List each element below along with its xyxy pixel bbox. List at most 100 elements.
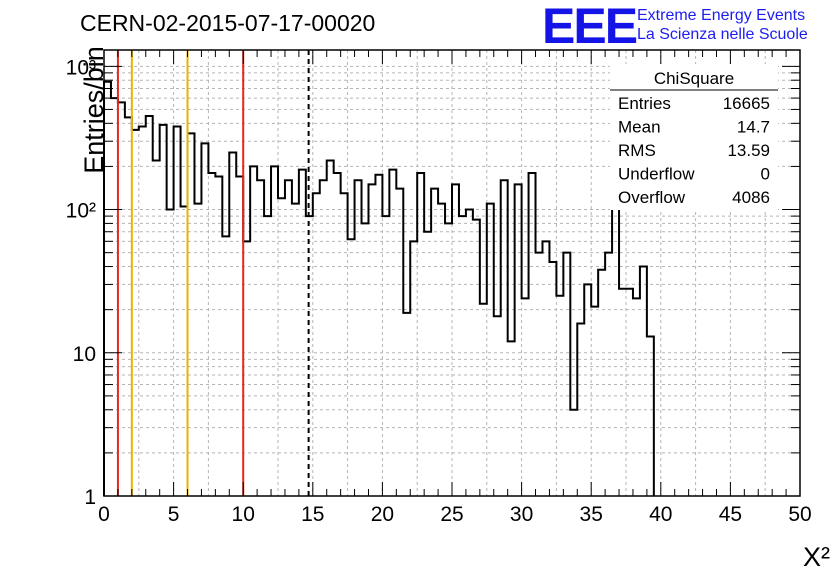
stats-row-value: 4086 xyxy=(732,188,770,207)
histogram-bin xyxy=(563,253,570,496)
histogram-bin xyxy=(222,236,229,496)
histogram-bin xyxy=(278,198,285,496)
histogram-bin xyxy=(570,410,577,496)
histogram-bin xyxy=(473,220,480,496)
stats-row-label: Entries xyxy=(618,94,671,113)
logo-line2: La Scienza nelle Scuole xyxy=(637,26,808,43)
stats-row-label: Underflow xyxy=(618,165,695,184)
histogram-bin xyxy=(515,184,522,496)
histogram-bin xyxy=(633,298,640,496)
stats-row-label: Mean xyxy=(618,118,661,137)
x-axis-label: X² xyxy=(803,542,830,572)
histogram-bin xyxy=(501,180,508,496)
histogram-bin xyxy=(396,189,403,496)
histogram-bin xyxy=(424,232,431,496)
logo-line1: Extreme Energy Events xyxy=(637,7,805,24)
histogram-bin xyxy=(341,193,348,496)
histogram-bin xyxy=(487,204,494,496)
y-tick-label: 10³ xyxy=(66,56,96,79)
histogram-bin xyxy=(368,184,375,496)
histogram-bin xyxy=(139,127,146,496)
histogram-bin xyxy=(188,133,195,496)
histogram-bin xyxy=(167,210,174,496)
histogram-bin xyxy=(375,175,382,496)
stats-box-bg xyxy=(610,64,778,210)
histogram-bin xyxy=(181,207,188,496)
x-tick-label: 45 xyxy=(719,503,742,526)
histogram-bin xyxy=(257,180,264,496)
histogram-bin xyxy=(320,180,327,496)
y-axis-label: Entries/bin xyxy=(79,46,109,174)
histogram-bin xyxy=(417,173,424,496)
x-tick-label: 35 xyxy=(580,503,603,526)
histogram xyxy=(103,80,655,496)
histogram-bin xyxy=(382,216,389,496)
histogram-bin xyxy=(243,241,250,496)
histogram-bin xyxy=(208,173,215,496)
histogram-bin xyxy=(111,98,118,496)
histogram-bin xyxy=(264,216,271,496)
histogram-bin xyxy=(313,193,320,496)
histogram-bin xyxy=(598,270,605,496)
histogram-bin xyxy=(452,184,459,496)
histogram-bin xyxy=(271,166,278,496)
histogram-bin xyxy=(494,316,501,496)
histogram-bin xyxy=(146,116,153,496)
histogram-bin xyxy=(612,184,619,496)
x-tick-label: 50 xyxy=(788,503,811,526)
histogram-bin xyxy=(215,177,222,496)
x-tick-label: 0 xyxy=(98,503,110,526)
chart-title: CERN-02-2015-07-17-00020 xyxy=(80,10,375,36)
histogram-bin xyxy=(542,241,549,496)
histogram-bin xyxy=(640,267,647,496)
histogram-bin xyxy=(250,166,257,496)
histogram-bin xyxy=(194,204,201,496)
histogram-bin xyxy=(466,210,473,496)
histogram-bin xyxy=(438,204,445,496)
histogram-bin xyxy=(153,161,160,496)
x-tick-label: 30 xyxy=(510,503,533,526)
histogram-bin xyxy=(410,241,417,496)
histogram-bin xyxy=(522,298,529,496)
histogram-bin xyxy=(584,284,591,496)
histogram-bin xyxy=(536,253,543,496)
histogram-bin xyxy=(556,296,563,496)
x-tick-label: 10 xyxy=(232,503,255,526)
histogram-bin xyxy=(647,336,654,496)
histogram-bin xyxy=(619,289,626,496)
histogram-bin xyxy=(229,153,236,496)
histogram-bin xyxy=(577,324,584,496)
histogram-bin xyxy=(160,125,167,496)
logo-mark: EEE xyxy=(542,0,637,54)
axis-ticks: 0 5 10 15 20 25 30 35 40 45 50 1 10 10² 10³ xyxy=(66,50,812,526)
histogram-bin xyxy=(508,341,515,496)
histogram-bin xyxy=(334,173,341,496)
histogram-bin xyxy=(118,102,125,496)
histogram-bin xyxy=(626,289,633,496)
histogram-bin xyxy=(480,304,487,496)
stats-row-value: 0 xyxy=(761,165,770,184)
stats-rows: Entries 16665 Mean 14.7 RMS 13.59 Underflow 0 Ov… xyxy=(618,94,770,207)
x-tick-label: 20 xyxy=(371,503,394,526)
histogram-bin xyxy=(605,253,612,496)
histogram-outline xyxy=(103,80,655,496)
histogram-bin xyxy=(431,189,438,496)
x-tick-label: 15 xyxy=(301,503,324,526)
histogram-bin xyxy=(299,170,306,496)
stats-row-value: 13.59 xyxy=(727,141,770,160)
histogram-bin xyxy=(389,170,396,496)
histogram-bin xyxy=(236,177,243,496)
y-tick-label: 10 xyxy=(73,343,96,366)
histogram-bin xyxy=(529,173,536,496)
histogram-bin xyxy=(445,223,452,496)
histogram-bin xyxy=(355,180,362,496)
x-tick-label: 40 xyxy=(649,503,672,526)
stats-row-value: 16665 xyxy=(723,94,770,113)
histogram-bin xyxy=(132,130,139,496)
stats-row-label: Overflow xyxy=(618,188,686,207)
histogram-bin xyxy=(403,313,410,496)
stats-box: ChiSquare Entries 16665 Mean 14.7 RMS 13.59 Un… xyxy=(610,64,778,210)
y-tick-label: 10² xyxy=(66,200,96,223)
histogram-bin xyxy=(125,117,132,496)
histogram-bin xyxy=(549,262,556,496)
